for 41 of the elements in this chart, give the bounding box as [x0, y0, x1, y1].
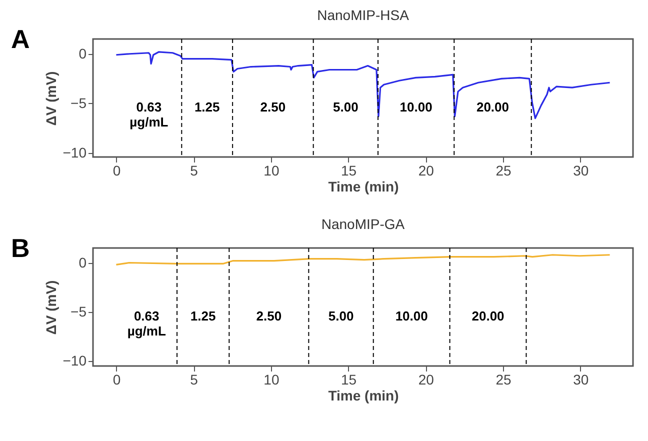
annotation: 20.00	[472, 308, 504, 324]
annotation: 10.00	[395, 308, 428, 324]
y-tick-label: −10	[62, 352, 87, 369]
x-tick-label: 15	[341, 162, 357, 178]
x-tick-label: 30	[573, 162, 589, 178]
x-tick-label: 10	[264, 162, 280, 178]
y-tick-label: −10	[62, 144, 87, 161]
x-tick-label: 5	[190, 162, 198, 178]
annotation: 20.00	[476, 99, 510, 114]
x-axis-title: Time (min)	[328, 178, 399, 194]
x-tick-label: 25	[496, 162, 512, 178]
x-tick-label: 0	[112, 372, 121, 388]
annotation: 0.63 µg/mL	[127, 308, 166, 338]
annotation: 1.25	[194, 99, 220, 114]
annotation: 2.50	[260, 99, 286, 114]
x-axis-title: Time (min)	[328, 388, 399, 404]
x-tick-label: 20	[418, 162, 434, 178]
y-axis-title: ΔV (mV)	[42, 71, 59, 126]
x-tick-label: 5	[190, 372, 198, 388]
text: B	[11, 233, 30, 263]
y-axis-title: ΔV (mV)	[42, 280, 59, 335]
chart-title: NanoMIP-HSA	[317, 7, 410, 23]
annotation: 5.00	[328, 308, 354, 324]
x-tick-label: 30	[573, 372, 589, 388]
x-tick-label: 20	[418, 372, 434, 388]
text: A	[11, 24, 30, 54]
x-tick-label: 10	[264, 372, 280, 388]
y-tick-label: 0	[78, 254, 87, 270]
annotation: 2.50	[256, 308, 282, 324]
x-tick-label: 15	[341, 372, 357, 388]
chart-title: NanoMIP-GA	[321, 216, 406, 232]
y-tick-label: 0	[78, 45, 87, 62]
x-tick-label: 0	[112, 162, 121, 178]
annotation: 10.00	[400, 99, 432, 114]
y-tick-label: −5	[70, 303, 87, 320]
y-tick-label: −5	[70, 94, 87, 111]
annotation: 1.25	[190, 308, 216, 324]
line-series	[115, 254, 611, 266]
annotation: 0.63 µg/mL	[130, 99, 168, 130]
annotation: 5.00	[333, 99, 358, 114]
x-tick-label: 25	[496, 372, 512, 388]
